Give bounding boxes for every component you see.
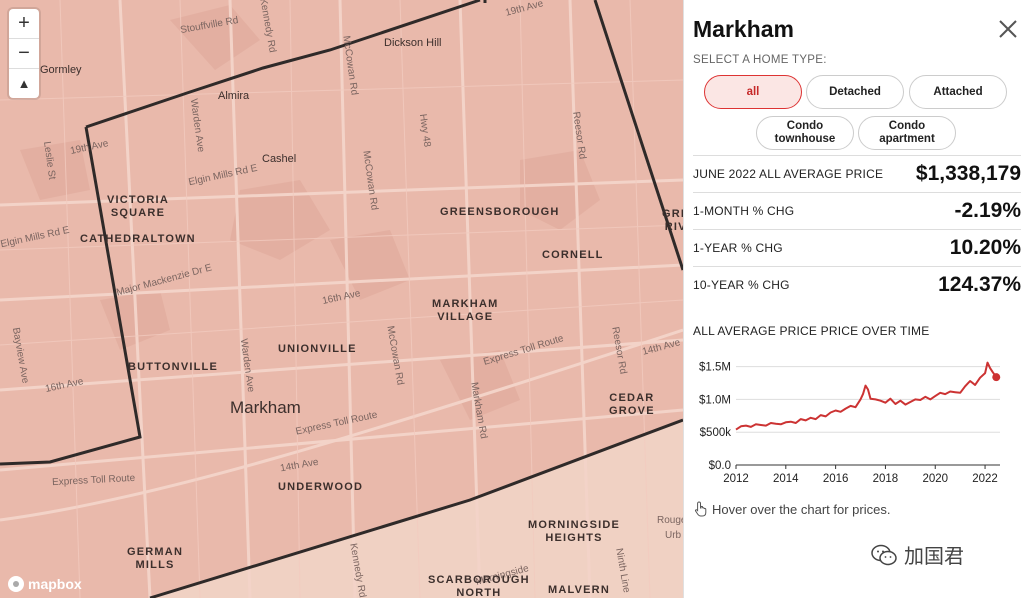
neighbourhood-label: UNDERWOOD	[278, 481, 364, 493]
town-label: Dickson Hill	[384, 37, 442, 49]
home-type-attached-button[interactable]: Attached	[909, 75, 1007, 109]
stat-label: JUNE 2022 ALL AVERAGE PRICE	[693, 167, 884, 181]
wechat-watermark: 加国君	[870, 540, 964, 569]
x-tick-label: 2016	[823, 473, 849, 485]
x-tick-label: 2014	[773, 473, 799, 485]
zoom-control: + − ▲	[9, 9, 39, 98]
neighbourhood-label: CEDAR GROVE	[609, 392, 655, 417]
details-panel: Markham SELECT A HOME TYPE: all Detached…	[683, 0, 1029, 598]
y-tick-label: $500k	[700, 427, 732, 439]
map-base-layer	[0, 0, 683, 598]
neighbourhood-label: GRE RIV	[662, 208, 683, 233]
x-tick-label: 2022	[972, 473, 998, 485]
neighbourhood-label: GERMAN MILLS	[127, 546, 184, 571]
town-label: Cashel	[262, 153, 297, 165]
stat-row-1-year-change: 1-YEAR % CHG 10.20%	[693, 229, 1021, 266]
map[interactable]: + − ▲ 19th Ave Stouffville Rd Kennedy Rd…	[0, 0, 683, 598]
x-tick-label: 2018	[873, 473, 899, 485]
mapbox-logo-icon	[8, 576, 24, 592]
chart-title: ALL AVERAGE PRICE PRICE OVER TIME	[693, 324, 930, 338]
hover-hint: Hover over the chart for prices.	[694, 501, 890, 517]
home-type-condo-townhouse-button[interactable]: Condo townhouse	[756, 116, 854, 150]
mapbox-attribution[interactable]: mapbox	[8, 576, 82, 592]
home-type-label: SELECT A HOME TYPE:	[693, 54, 827, 66]
x-tick-label: 2012	[723, 473, 749, 485]
stat-value: 124.37%	[938, 273, 1021, 296]
neighbourhood-label: CORNELL	[542, 249, 604, 261]
stat-label: 1-YEAR % CHG	[693, 241, 783, 255]
town-label: Gormley	[40, 64, 82, 76]
zoom-in-button[interactable]: +	[9, 9, 39, 39]
city-label: Markham	[230, 398, 301, 417]
price-chart[interactable]: $0.0 $500k $1.0M $1.5M 2012 2014 2016 2018 2020 2…	[684, 345, 1029, 490]
mapbox-attribution-text: mapbox	[28, 576, 82, 592]
latest-price-point	[992, 373, 1001, 382]
stat-row-10-year-change: 10-YEAR % CHG 124.37%	[693, 266, 1021, 303]
road-label: Urb	[665, 530, 682, 541]
road-label: Rouge	[657, 515, 683, 526]
y-tick-label: $1.0M	[699, 394, 731, 406]
neighbourhood-label: SCARBOROUGH NORTH	[428, 574, 530, 598]
neighbourhood-label: GREENSBOROUGH	[440, 206, 560, 218]
stat-value: $1,338,179	[915, 162, 1021, 185]
zoom-out-button[interactable]: −	[9, 39, 39, 69]
y-tick-label: $1.5M	[699, 362, 731, 374]
stat-value: -2.19%	[954, 199, 1021, 222]
compass-button[interactable]: ▲	[17, 76, 31, 91]
home-type-detached-button[interactable]: Detached	[806, 75, 904, 109]
town-label: Almira	[218, 90, 250, 102]
close-icon[interactable]	[997, 18, 1019, 40]
neighbourhood-label: UNIONVILLE	[278, 343, 357, 355]
home-type-all-button[interactable]: all	[704, 75, 802, 109]
hover-hint-text: Hover over the chart for prices.	[712, 501, 891, 517]
wechat-logo-icon	[871, 544, 897, 565]
price-series-line	[735, 361, 998, 431]
x-tick-label: 2020	[922, 473, 948, 485]
neighbourhood-label: MORNINGSIDE HEIGHTS	[528, 519, 621, 544]
stat-value: 10.20%	[949, 236, 1021, 259]
stat-label: 1-MONTH % CHG	[693, 204, 795, 218]
stat-label: 10-YEAR % CHG	[693, 278, 790, 292]
neighbourhood-label: MARKHAM VILLAGE	[432, 298, 499, 323]
neighbourhood-label: MALVERN	[548, 584, 610, 596]
neighbourhood-label: CATHEDRALTOWN	[80, 233, 196, 245]
home-type-condo-apartment-button[interactable]: Condo apartment	[858, 116, 956, 150]
region-title: Markham	[693, 16, 794, 42]
stat-row-1-month-change: 1-MONTH % CHG -2.19%	[693, 192, 1021, 229]
y-tick-label: $0.0	[709, 460, 731, 472]
neighbourhood-label: BUTTONVILLE	[128, 361, 218, 373]
neighbourhood-label: VICTORIA SQUARE	[107, 194, 169, 219]
watermark-text: 加国君	[904, 546, 964, 568]
hand-pointer-icon	[694, 501, 707, 517]
stat-row-average-price: JUNE 2022 ALL AVERAGE PRICE $1,338,179	[693, 155, 1021, 192]
